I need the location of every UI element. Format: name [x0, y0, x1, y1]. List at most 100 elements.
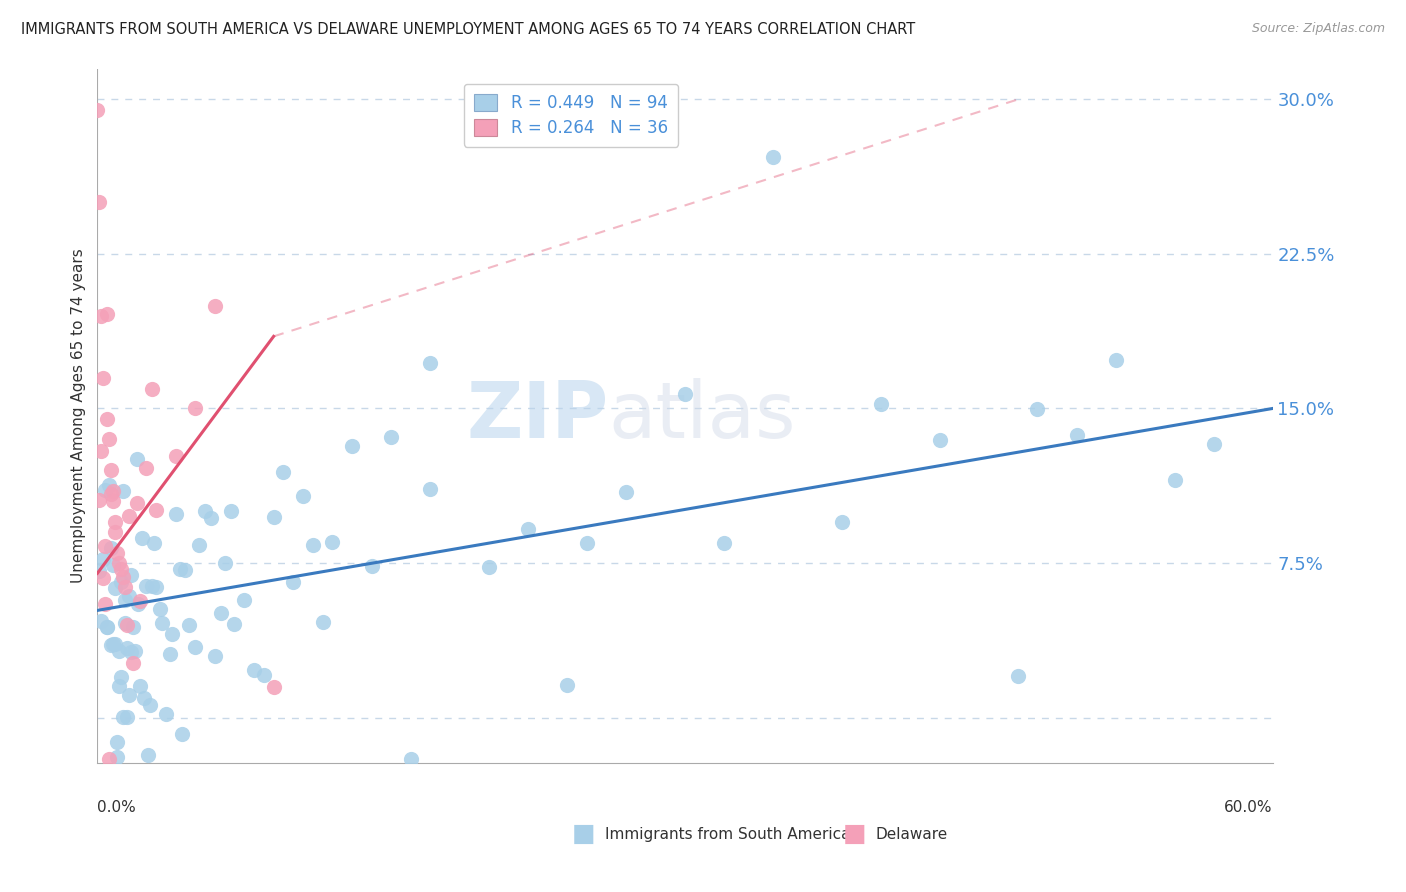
Point: [101, 637, 124, 651]
Point: [614, 484, 637, 499]
Point: [204, 648, 226, 663]
Text: 60.0%: 60.0%: [1225, 800, 1272, 815]
Point: [110, 562, 132, 576]
Point: [89, 564, 111, 578]
Point: [118, 509, 141, 524]
Point: [108, 679, 131, 693]
Point: [111, 484, 134, 499]
Point: [120, 645, 142, 659]
Point: [292, 490, 315, 504]
Point: [108, 644, 131, 658]
Point: [104, 582, 127, 596]
Point: [141, 578, 163, 592]
Point: [94, 597, 117, 611]
Point: [673, 386, 696, 401]
Point: [90, 443, 112, 458]
Point: [125, 451, 148, 466]
Point: [114, 616, 136, 631]
Point: [111, 570, 134, 584]
Point: [762, 150, 785, 164]
Point: [214, 556, 236, 570]
Point: [135, 460, 157, 475]
Point: [200, 511, 222, 525]
Point: [380, 430, 402, 444]
Point: [170, 727, 193, 741]
Point: [160, 626, 183, 640]
Text: IMMIGRANTS FROM SOUTH AMERICA VS DELAWARE UNEMPLOYMENT AMONG AGES 65 TO 74 YEARS: IMMIGRANTS FROM SOUTH AMERICA VS DELAWAR…: [21, 22, 915, 37]
Point: [86, 103, 108, 117]
Point: [360, 559, 382, 574]
Point: [131, 531, 153, 545]
Point: [91, 571, 114, 585]
Point: [263, 509, 285, 524]
Point: [517, 522, 540, 536]
Point: [419, 356, 441, 370]
Point: [105, 749, 128, 764]
Y-axis label: Unemployment Among Ages 65 to 74 years: Unemployment Among Ages 65 to 74 years: [72, 248, 86, 583]
Point: [129, 679, 152, 693]
Text: Immigrants from South America: Immigrants from South America: [605, 827, 851, 841]
Point: [121, 620, 143, 634]
Point: [141, 382, 163, 396]
Point: [159, 648, 181, 662]
Point: [194, 504, 217, 518]
Point: [121, 657, 143, 671]
Point: [273, 465, 295, 479]
Point: [96, 411, 118, 425]
Text: ■: ■: [572, 822, 595, 846]
Point: [224, 617, 246, 632]
Text: Delaware: Delaware: [876, 827, 948, 841]
Point: [115, 710, 138, 724]
Point: [831, 515, 853, 529]
Point: [101, 558, 124, 573]
Point: [90, 309, 112, 323]
Point: [115, 618, 138, 632]
Point: [100, 638, 122, 652]
Point: [89, 195, 111, 210]
Point: [98, 752, 121, 766]
Point: [145, 580, 167, 594]
Point: [145, 503, 167, 517]
Point: [94, 483, 117, 497]
Point: [869, 397, 891, 411]
Point: [90, 614, 112, 628]
Point: [209, 607, 232, 621]
Point: [243, 663, 266, 677]
Point: [100, 486, 122, 500]
Point: [118, 688, 141, 702]
Point: [91, 370, 114, 384]
Point: [94, 539, 117, 553]
Point: [174, 563, 197, 577]
Point: [557, 678, 579, 692]
Point: [165, 507, 187, 521]
Point: [321, 534, 343, 549]
Point: [233, 592, 256, 607]
Point: [105, 735, 128, 749]
Point: [165, 449, 187, 463]
Point: [179, 617, 201, 632]
Point: [1066, 427, 1088, 442]
Point: [111, 709, 134, 723]
Point: [89, 493, 111, 508]
Point: [263, 680, 285, 694]
Point: [1163, 473, 1185, 487]
Point: [1007, 669, 1029, 683]
Point: [108, 556, 131, 570]
Point: [124, 644, 146, 658]
Point: [104, 525, 127, 540]
Point: [118, 590, 141, 604]
Point: [928, 433, 950, 447]
Point: [100, 541, 122, 555]
Point: [419, 482, 441, 496]
Point: [134, 690, 156, 705]
Point: [114, 593, 136, 607]
Point: [340, 439, 363, 453]
Point: [139, 698, 162, 713]
Point: [150, 615, 173, 630]
Point: [105, 546, 128, 560]
Point: [301, 538, 323, 552]
Point: [120, 568, 142, 582]
Point: [1202, 437, 1225, 451]
Point: [1105, 352, 1128, 367]
Point: [219, 504, 242, 518]
